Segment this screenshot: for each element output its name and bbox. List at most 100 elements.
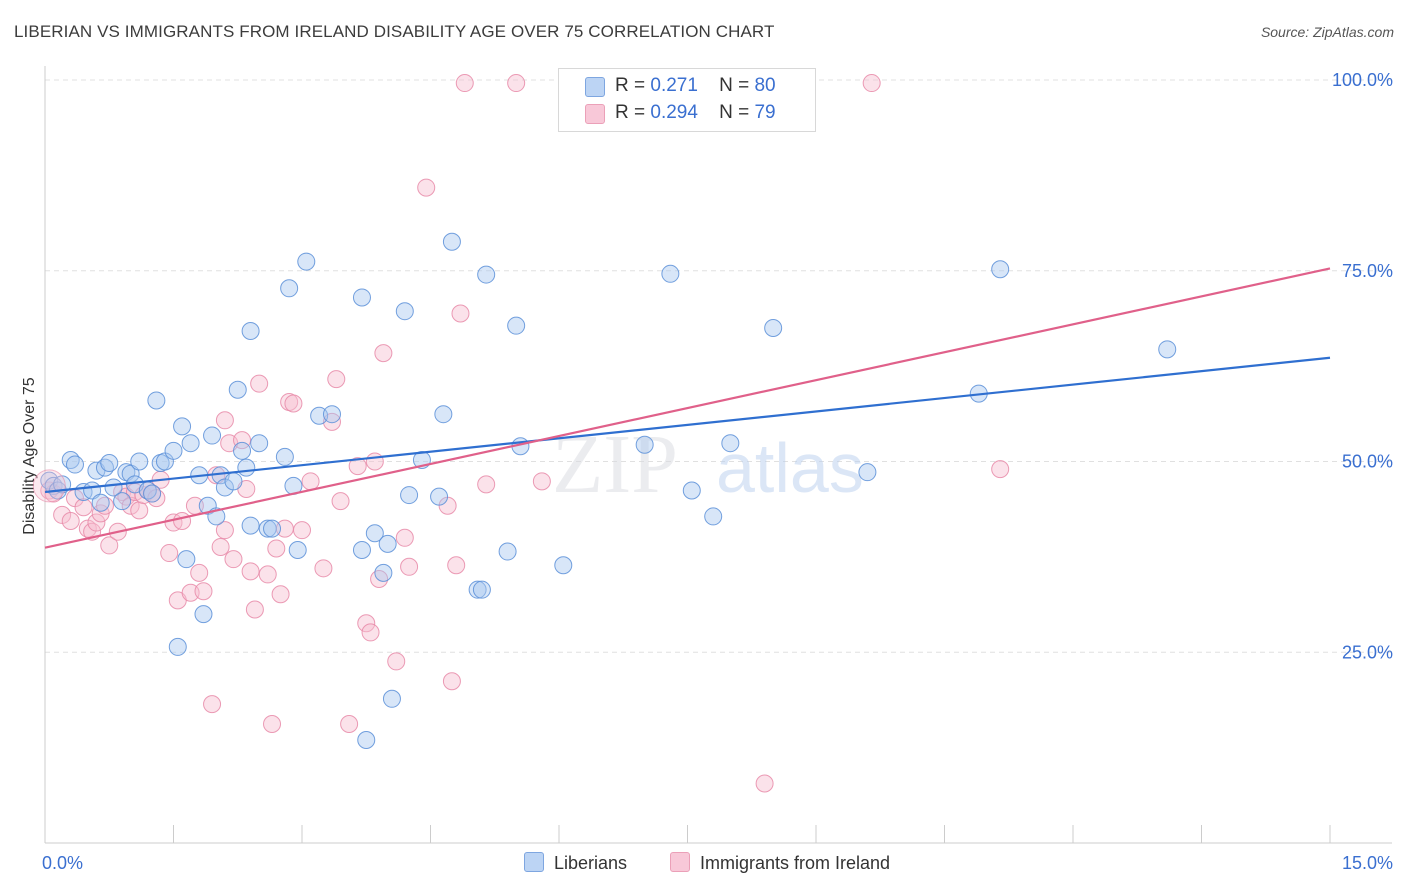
point-liberians xyxy=(280,279,299,298)
point-ireland xyxy=(245,600,264,619)
point-liberians xyxy=(228,380,247,399)
trend-line-ireland xyxy=(44,267,1331,549)
point-liberians xyxy=(65,455,84,474)
watermark: ZIP atlas xyxy=(552,418,864,511)
point-liberians xyxy=(721,434,740,453)
point-ireland xyxy=(374,344,393,363)
y-tick-labels: 25.0% 50.0% 75.0% 100.0% xyxy=(1332,70,1393,662)
point-liberians xyxy=(468,580,487,599)
point-ireland xyxy=(258,565,277,584)
point-liberians xyxy=(472,580,491,599)
point-ireland xyxy=(267,539,286,558)
ireland-swatch xyxy=(670,852,690,872)
point-liberians xyxy=(143,484,162,503)
point-liberians xyxy=(635,435,654,454)
point-liberians xyxy=(382,689,401,708)
point-liberians xyxy=(704,507,723,526)
point-ireland xyxy=(215,521,234,540)
point-liberians xyxy=(113,492,132,511)
point-ireland xyxy=(194,582,213,601)
x-tick-label: 0.0% xyxy=(42,853,83,873)
chart-title: LIBERIAN VS IMMIGRANTS FROM IRELAND DISA… xyxy=(14,22,775,41)
point-ireland xyxy=(233,431,252,450)
point-liberians xyxy=(442,232,461,251)
point-liberians xyxy=(434,405,453,424)
point-ireland xyxy=(271,585,290,604)
trend-line-liberians xyxy=(44,356,1331,494)
point-ireland xyxy=(331,492,350,511)
n-label: N = xyxy=(719,75,750,96)
n-value: 79 xyxy=(754,102,776,123)
trend-lines xyxy=(44,267,1331,549)
point-ireland xyxy=(395,528,414,547)
r-label: R = xyxy=(615,102,646,123)
point-liberians xyxy=(104,478,123,497)
point-liberians xyxy=(258,519,277,538)
point-liberians xyxy=(352,288,371,307)
point-liberians xyxy=(237,458,256,477)
point-liberians xyxy=(173,417,192,436)
y-tick-label: 25.0% xyxy=(1342,642,1393,662)
liberians-swatch xyxy=(524,852,544,872)
liberians-swatch xyxy=(585,77,605,97)
point-ireland xyxy=(173,512,192,531)
point-liberians xyxy=(241,322,260,341)
point-liberians xyxy=(233,441,252,460)
point-ireland xyxy=(862,74,881,93)
point-ireland xyxy=(455,74,474,93)
point-ireland xyxy=(314,559,333,578)
point-liberians xyxy=(250,434,269,453)
point-ireland xyxy=(250,374,269,393)
y-tick-label: 100.0% xyxy=(1332,70,1393,90)
point-ireland xyxy=(400,557,419,576)
point-ireland xyxy=(477,475,496,494)
point-ireland xyxy=(263,714,282,733)
point-ireland xyxy=(190,563,209,582)
axes xyxy=(44,66,1392,844)
point-liberians xyxy=(164,441,183,460)
point-liberians xyxy=(378,534,397,553)
point-ireland xyxy=(755,774,774,793)
point-liberians xyxy=(263,519,282,538)
r-value: 0.271 xyxy=(650,75,698,96)
point-ireland xyxy=(100,536,119,555)
point-ireland xyxy=(442,672,461,691)
n-value: 80 xyxy=(754,75,776,96)
legend-item-liberians[interactable]: Liberians xyxy=(524,852,627,874)
y-axis-label: Disability Age Over 75 xyxy=(21,377,38,535)
point-ireland xyxy=(301,472,320,491)
point-ireland xyxy=(203,695,222,714)
point-ireland xyxy=(241,562,260,581)
point-ireland xyxy=(447,556,466,575)
point-liberians xyxy=(858,463,877,482)
point-liberians xyxy=(507,316,526,335)
point-liberians xyxy=(430,487,449,506)
point-liberians xyxy=(498,542,517,561)
point-ireland xyxy=(74,498,93,517)
point-ireland xyxy=(365,452,384,471)
point-liberians xyxy=(400,486,419,505)
point-ireland xyxy=(451,304,470,323)
point-ireland xyxy=(224,550,243,569)
point-liberians xyxy=(322,405,341,424)
point-liberians xyxy=(130,452,149,471)
point-ireland xyxy=(130,501,149,520)
point-ireland xyxy=(507,74,526,93)
point-liberians xyxy=(352,541,371,560)
point-ireland xyxy=(340,714,359,733)
point-liberians xyxy=(661,264,680,283)
stats-legend: R = 0.271 N = 80 R = 0.294 N = 79 xyxy=(558,68,816,132)
legend-item-ireland[interactable]: Immigrants from Ireland xyxy=(670,852,890,874)
point-ireland xyxy=(387,652,406,671)
r-label: R = xyxy=(615,75,646,96)
point-liberians xyxy=(991,260,1010,279)
point-liberians xyxy=(374,563,393,582)
point-liberians xyxy=(168,637,187,656)
x-tick-label: 15.0% xyxy=(1342,853,1393,873)
point-ireland xyxy=(348,457,367,476)
point-liberians xyxy=(395,302,414,321)
point-ireland xyxy=(357,614,376,633)
point-liberians xyxy=(365,524,384,543)
ireland-swatch xyxy=(585,104,605,124)
